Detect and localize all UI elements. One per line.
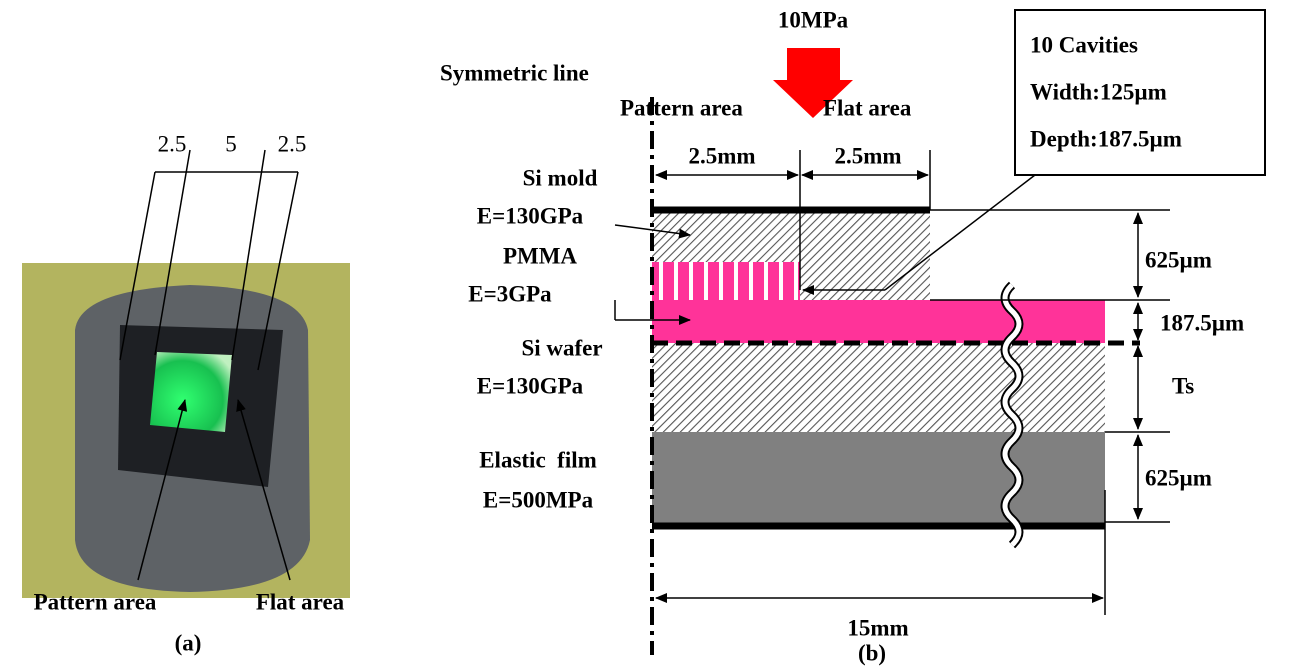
thickness-label: 625µm: [1145, 465, 1212, 490]
layer-modulus: E=3GPa: [468, 281, 552, 306]
load-label: 10MPa: [778, 7, 849, 32]
thickness-label: Ts: [1172, 373, 1194, 398]
photo: [22, 263, 350, 598]
region-label: Flat area: [823, 95, 912, 120]
layer-modulus: E=130GPa: [477, 203, 584, 228]
width-label: 2.5mm: [688, 143, 755, 168]
total-width-label: 15mm: [847, 615, 908, 640]
dimension-label: 2.5: [158, 131, 187, 156]
layer-modulus: E=130GPa: [477, 373, 584, 398]
pattern-square: [150, 352, 232, 432]
thickness-label: 187.5µm: [1160, 310, 1244, 335]
layer-name: Si wafer: [521, 335, 602, 360]
thickness-label: 625µm: [1145, 247, 1212, 272]
layer-name: Si mold: [523, 165, 598, 190]
width-label: 2.5mm: [834, 143, 901, 168]
note-line: 10 Cavities: [1030, 32, 1138, 57]
note-line: Width:125µm: [1030, 79, 1167, 104]
flat-label: Flat area: [256, 589, 345, 614]
caption-b: (b): [858, 640, 886, 665]
layer-name: Elastic film: [479, 447, 597, 472]
dimension-label: 2.5: [278, 131, 307, 156]
si-wafer: [652, 343, 1105, 432]
dimension-label: 5: [225, 131, 237, 156]
pmma: [652, 300, 1105, 343]
layer-name: PMMA: [503, 243, 577, 268]
symmetric-line-label: Symmetric line: [440, 60, 589, 85]
layer-modulus: E=500MPa: [483, 487, 594, 512]
region-label: Pattern area: [620, 95, 743, 120]
note-line: Depth:187.5µm: [1030, 126, 1182, 151]
layers: [652, 210, 1140, 545]
figure: 2.5 5 2.5 Pattern area Flat area (a) 10M…: [0, 0, 1311, 668]
pattern-label: Pattern area: [34, 589, 157, 614]
caption-a: (a): [175, 630, 202, 655]
elastic-film: [652, 432, 1105, 523]
